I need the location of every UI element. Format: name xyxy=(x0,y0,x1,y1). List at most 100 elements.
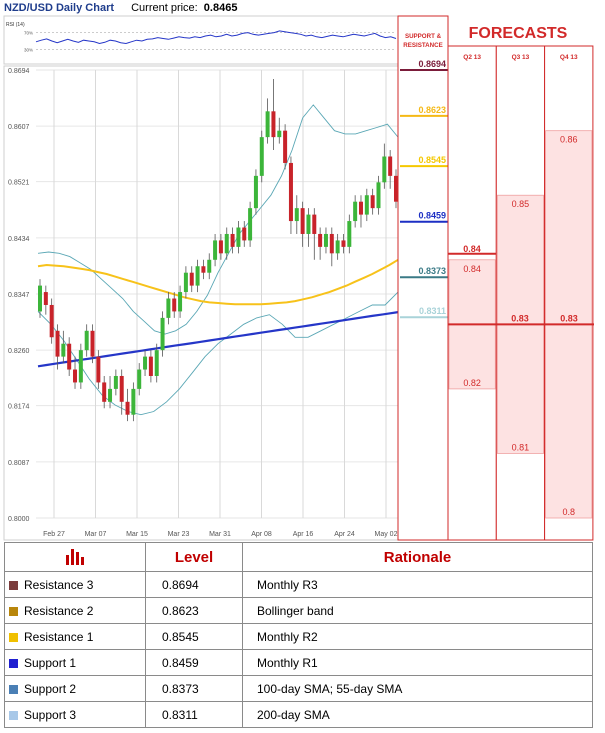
candle-body xyxy=(394,175,398,202)
candle xyxy=(259,130,264,183)
candle xyxy=(148,350,153,383)
candle xyxy=(294,195,299,234)
forecast-target-label: 0.84 xyxy=(463,244,481,254)
level-value: 0.8373 xyxy=(145,675,243,702)
candle xyxy=(248,201,253,247)
candle-body xyxy=(90,330,95,357)
candle xyxy=(178,285,183,318)
candle xyxy=(166,292,171,325)
candle xyxy=(213,233,218,267)
sma-100-line xyxy=(37,258,399,306)
level-rationale: Monthly R1 xyxy=(242,649,593,676)
candle-body xyxy=(382,156,387,183)
bollinger-upper xyxy=(37,104,399,335)
level-color-swatch xyxy=(9,658,18,668)
sr-level-label: 0.8694 xyxy=(418,59,446,69)
candle xyxy=(84,324,89,357)
candle xyxy=(90,324,95,364)
candle xyxy=(312,208,317,260)
candle xyxy=(78,343,83,389)
candle xyxy=(102,375,107,409)
candle-body xyxy=(84,330,89,351)
candle-body xyxy=(195,266,200,286)
y-tick-label: 0.8347 xyxy=(8,292,30,299)
candle xyxy=(376,175,381,215)
candle xyxy=(364,188,369,222)
candle xyxy=(230,227,235,254)
candle xyxy=(253,169,258,215)
level-name: Resistance 1 xyxy=(4,623,146,650)
level-rationale: Bollinger band xyxy=(242,597,593,624)
candle xyxy=(306,208,311,247)
chart-title: NZD/USD Daily Chart xyxy=(4,2,115,14)
candle-body xyxy=(67,343,72,370)
candle-body xyxy=(96,356,101,383)
candle-body xyxy=(376,182,381,209)
x-tick-label: Apr 16 xyxy=(293,531,314,538)
rsi-line xyxy=(35,30,397,45)
candle xyxy=(38,279,42,318)
candle-body xyxy=(341,240,346,247)
candle-body xyxy=(113,375,118,389)
table-row: Support 2 0.8373 100-day SMA; 55-day SMA xyxy=(4,675,593,702)
candle xyxy=(183,266,188,299)
candle xyxy=(207,253,212,280)
candle xyxy=(341,233,346,254)
candle xyxy=(353,195,358,228)
forecasts-title: FORECASTS xyxy=(469,25,568,42)
x-tick-label: May 02 xyxy=(375,531,398,538)
candle xyxy=(318,227,323,260)
level-name: Support 1 xyxy=(4,649,146,676)
candle xyxy=(271,79,276,151)
levels-table: Level Rationale Resistance 3 0.8694 Monthl… xyxy=(4,542,593,728)
current-price-label: Current price: xyxy=(131,2,198,14)
candle xyxy=(160,311,165,357)
y-tick-label: 0.8694 xyxy=(8,68,30,75)
candle-body xyxy=(300,208,305,234)
forecast-high-label: 0.84 xyxy=(463,264,481,274)
level-name-text: Resistance 1 xyxy=(24,629,94,644)
candle-body xyxy=(143,356,148,370)
level-value: 0.8623 xyxy=(145,597,243,624)
y-tick-label: 0.8607 xyxy=(8,124,30,131)
candle xyxy=(323,227,328,254)
candle-body xyxy=(218,240,223,254)
forecast-high-label: 0.85 xyxy=(512,199,530,209)
bar-chart-icon xyxy=(4,542,146,572)
level-name-text: Support 1 xyxy=(24,655,77,670)
forecast-target-label: 0.83 xyxy=(511,313,529,323)
candle-body xyxy=(38,285,42,312)
level-value: 0.8694 xyxy=(145,571,243,598)
candle-body xyxy=(248,208,253,241)
candle-body xyxy=(323,233,328,247)
candle-body xyxy=(259,137,264,176)
rsi-70-label: 70% xyxy=(24,31,33,36)
forecast-quarter-label: Q3 13 xyxy=(512,54,530,61)
forecast-quarter-label: Q4 13 xyxy=(560,54,578,61)
x-tick-label: Feb 27 xyxy=(43,531,65,538)
candle-body xyxy=(201,266,206,273)
candle-body xyxy=(131,388,136,415)
level-value: 0.8545 xyxy=(145,623,243,650)
level-name: Support 2 xyxy=(4,675,146,702)
candle-body xyxy=(55,330,60,357)
candle xyxy=(113,369,118,396)
candle-body xyxy=(224,233,229,254)
candle xyxy=(67,337,72,376)
candle-body xyxy=(370,195,375,209)
level-value: 0.8311 xyxy=(145,701,243,728)
candle-body xyxy=(125,401,130,415)
rsi-frame xyxy=(3,15,399,65)
candle-body xyxy=(358,201,363,215)
candle-body xyxy=(388,156,393,176)
candle xyxy=(224,227,229,260)
forecast-target-label: 0.83 xyxy=(560,313,578,323)
candle-body xyxy=(347,221,352,247)
sr-header-line1: SUPPORT & xyxy=(405,33,442,40)
candle-body xyxy=(119,375,124,402)
candle xyxy=(73,356,78,389)
level-color-swatch xyxy=(9,606,18,616)
y-tick-label: 0.8260 xyxy=(8,348,30,355)
sr-level-label: 0.8311 xyxy=(419,306,446,316)
candle-body xyxy=(183,272,188,293)
